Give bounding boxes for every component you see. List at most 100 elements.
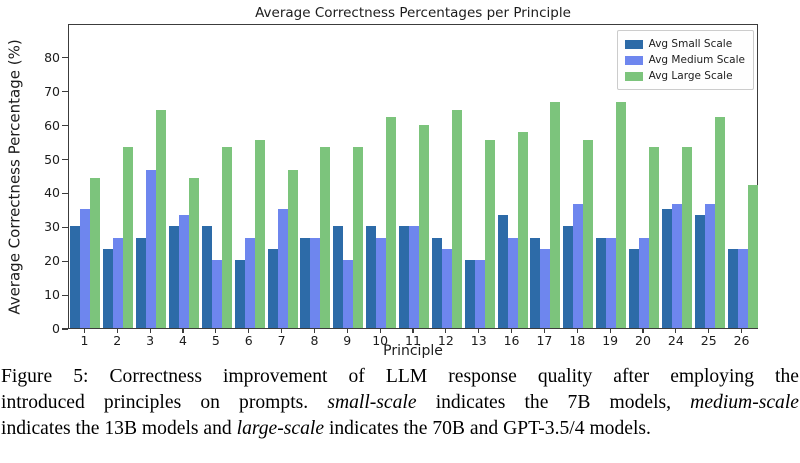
bar-avg-large-scale xyxy=(221,147,232,328)
x-tick-label: 10 xyxy=(372,333,389,348)
bar-avg-small-scale xyxy=(694,215,705,328)
bar-avg-medium-scale xyxy=(409,226,419,328)
x-tick-label: 4 xyxy=(179,333,187,348)
bar-avg-small-scale xyxy=(596,237,607,328)
x-tick-mark xyxy=(116,329,118,333)
figure-caption: Figure 5: Correctness improvement of LLM… xyxy=(1,364,799,442)
x-tick-mark xyxy=(412,329,414,333)
x-tick-mark xyxy=(642,329,644,333)
bar-avg-small-scale xyxy=(70,226,81,328)
caption-text: indicates the 7B models, xyxy=(416,392,691,413)
bar-avg-large-scale xyxy=(681,147,692,328)
x-tick-label: 9 xyxy=(343,333,352,348)
y-tick-label: 60 xyxy=(44,117,60,133)
x-tick-label: 16 xyxy=(503,333,520,348)
bar-avg-medium-scale xyxy=(507,237,518,328)
x-tick-label: 6 xyxy=(244,333,253,348)
x-tick-label: 17 xyxy=(536,333,553,348)
x-tick-mark xyxy=(313,329,316,333)
x-tick-label: 11 xyxy=(405,333,421,348)
x-tick-mark xyxy=(543,329,546,333)
bar-avg-small-scale xyxy=(661,209,672,328)
y-tick-label: 50 xyxy=(44,151,60,167)
legend-swatch xyxy=(624,71,643,81)
bar-avg-small-scale xyxy=(464,260,475,328)
bar-avg-large-scale xyxy=(484,139,495,328)
x-tick-label: 2 xyxy=(113,333,122,348)
caption-italic-text: medium-scale xyxy=(690,392,799,413)
bar-avg-large-scale xyxy=(517,132,528,328)
bar-avg-small-scale xyxy=(629,249,639,328)
bar-avg-large-scale xyxy=(123,147,134,328)
bar-avg-medium-scale xyxy=(277,209,288,328)
y-tick-mark xyxy=(62,226,68,228)
x-tick-mark xyxy=(445,329,447,333)
bar-avg-medium-scale xyxy=(80,209,91,328)
legend-item: Avg Large Scale xyxy=(624,68,745,84)
bar-avg-large-scale xyxy=(90,177,101,328)
x-tick-mark xyxy=(708,329,710,333)
bar-avg-small-scale xyxy=(136,237,147,328)
x-tick-mark xyxy=(740,329,743,333)
x-tick-mark xyxy=(215,329,217,333)
y-tick-mark xyxy=(62,91,68,93)
bar-avg-large-scale xyxy=(583,139,594,328)
bar-chart: Average Correctness Percentages per Prin… xyxy=(6,5,758,359)
bar-avg-small-scale xyxy=(563,226,574,328)
caption-line: indicates the 13B models and large-scale… xyxy=(1,416,799,442)
x-tick-label: 18 xyxy=(569,333,586,348)
bar-avg-medium-scale xyxy=(113,237,124,328)
legend-swatch xyxy=(624,39,643,49)
y-tick-label: 40 xyxy=(44,185,60,201)
x-tick-label: 3 xyxy=(146,333,155,348)
bar-avg-large-scale xyxy=(649,147,659,328)
caption-line: Figure 5: Correctness improvement of LLM… xyxy=(1,364,799,390)
caption-line: introduced principles on prompts. small-… xyxy=(1,390,799,416)
legend-item: Avg Medium Scale xyxy=(624,52,745,68)
bar-avg-medium-scale xyxy=(704,203,715,328)
bar-avg-medium-scale xyxy=(376,237,387,328)
bar-avg-large-scale xyxy=(287,169,298,328)
x-tick-mark xyxy=(248,329,250,333)
x-tick-label: 13 xyxy=(470,333,487,348)
y-tick-mark xyxy=(62,260,68,262)
chart-title: Average Correctness Percentages per Prin… xyxy=(255,5,571,21)
caption-italic-text: large-scale xyxy=(236,418,325,439)
bar-avg-medium-scale xyxy=(441,249,452,328)
y-tick-label: 70 xyxy=(44,83,60,99)
bar-avg-medium-scale xyxy=(244,237,255,328)
bar-avg-small-scale xyxy=(201,226,212,328)
bar-avg-small-scale xyxy=(169,226,179,328)
y-tick-mark xyxy=(62,294,68,296)
x-axis-label: Principle xyxy=(383,343,443,359)
x-tick-label: 12 xyxy=(437,333,454,348)
y-axis-label: Average Correctness Percentage (%) xyxy=(6,38,25,315)
x-tick-mark xyxy=(576,329,578,333)
x-tick-label: 5 xyxy=(211,333,220,348)
bar-avg-small-scale xyxy=(103,249,114,328)
y-tick-mark xyxy=(62,158,68,161)
caption-text: indicates the 70B and GPT-3.5/4 models. xyxy=(324,418,651,439)
x-tick-mark xyxy=(83,329,86,333)
bar-avg-medium-scale xyxy=(146,169,157,328)
x-tick-mark xyxy=(182,329,184,333)
x-tick-label: 25 xyxy=(700,333,717,348)
bar-avg-large-scale xyxy=(419,124,429,328)
bar-avg-small-scale xyxy=(431,237,442,328)
bar-avg-medium-scale xyxy=(606,237,617,328)
x-tick-mark xyxy=(675,329,677,333)
bar-avg-large-scale xyxy=(353,147,364,328)
bar-avg-large-scale xyxy=(550,102,561,328)
x-tick-label: 1 xyxy=(80,333,89,348)
legend: Avg Small Scale Avg Medium Scale Avg Large… xyxy=(616,30,754,90)
bar-avg-large-scale xyxy=(386,117,397,328)
legend-swatch xyxy=(624,55,643,65)
bar-avg-small-scale xyxy=(267,249,278,328)
bar-avg-large-scale xyxy=(189,177,199,328)
bar-avg-large-scale xyxy=(156,109,167,328)
y-tick-mark xyxy=(62,57,68,59)
bar-avg-large-scale xyxy=(714,117,725,328)
bar-avg-small-scale xyxy=(530,237,541,328)
bar-avg-medium-scale xyxy=(211,260,222,328)
